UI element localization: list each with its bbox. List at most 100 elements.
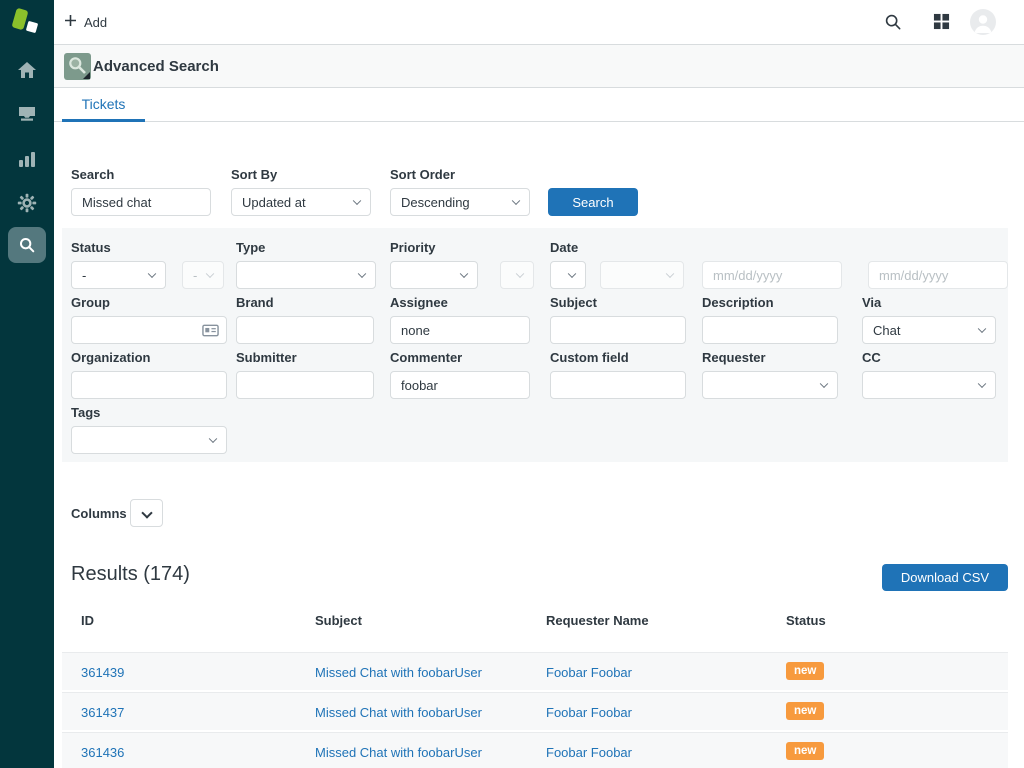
chevron-down-icon <box>208 434 218 444</box>
apps-grid-button[interactable] <box>931 13 951 33</box>
tags-select[interactable] <box>71 426 227 454</box>
sort-by-value: Updated at <box>242 194 306 210</box>
sidebar-item-search[interactable] <box>8 227 46 263</box>
column-header-subject: Subject <box>315 613 362 628</box>
via-select[interactable]: Chat <box>862 316 996 344</box>
via-value: Chat <box>873 322 901 338</box>
results-heading: Results (174) <box>71 563 190 585</box>
organization-label: Organization <box>71 350 151 365</box>
add-button[interactable]: Add <box>64 0 107 44</box>
subject-input[interactable] <box>550 316 686 344</box>
cc-select[interactable] <box>862 371 996 399</box>
chevron-down-icon <box>665 269 675 279</box>
requester-label: Requester <box>702 350 766 365</box>
priority-secondary-select <box>500 261 534 289</box>
status-select[interactable]: - <box>71 261 166 289</box>
grid-icon <box>933 13 950 33</box>
priority-select[interactable] <box>390 261 478 289</box>
chevron-down-icon <box>459 269 469 279</box>
status-secondary-value: - <box>193 267 198 283</box>
search-icon <box>884 14 902 34</box>
sort-by-label: Sort By <box>231 167 278 182</box>
page-header: Advanced Search <box>54 45 1024 88</box>
sidebar-item-home[interactable] <box>0 56 54 84</box>
columns-label: Columns <box>71 506 127 521</box>
ticket-subject-link[interactable]: Missed Chat with foobarUser <box>315 745 482 760</box>
custom-field-label: Custom field <box>550 350 629 365</box>
sidebar <box>0 0 54 768</box>
brand-input[interactable] <box>236 316 374 344</box>
chevron-down-icon <box>977 324 987 334</box>
sidebar-item-inbox[interactable] <box>0 100 54 128</box>
add-button-label: Add <box>84 14 108 30</box>
submitter-input[interactable] <box>236 371 374 399</box>
type-label: Type <box>236 240 266 255</box>
table-row: 361437 Missed Chat with foobarUser Fooba… <box>62 692 1008 730</box>
submitter-label: Submitter <box>236 350 297 365</box>
plus-icon <box>64 14 77 30</box>
date-operator-select[interactable] <box>550 261 586 289</box>
status-badge: new <box>786 742 825 760</box>
chevron-down-icon <box>141 507 153 519</box>
bar-chart-icon <box>17 149 37 169</box>
column-header-requester: Requester Name <box>546 613 649 628</box>
group-input[interactable] <box>71 316 227 344</box>
requester-name-link[interactable]: Foobar Foobar <box>546 705 632 720</box>
sort-order-label: Sort Order <box>390 167 456 182</box>
ticket-id-link[interactable]: 361437 <box>81 705 125 720</box>
columns-dropdown-button[interactable] <box>130 499 163 527</box>
chevron-down-icon <box>977 379 987 389</box>
sort-order-value: Descending <box>401 194 470 210</box>
page-title: Advanced Search <box>93 58 219 75</box>
search-input[interactable] <box>71 188 211 216</box>
date-from-input <box>702 261 842 289</box>
filter-panel: Status - - Type Priority Date <box>62 228 1008 462</box>
sidebar-item-reports[interactable] <box>0 145 54 173</box>
ticket-id-link[interactable]: 361436 <box>81 745 125 760</box>
ticket-subject-link[interactable]: Missed Chat with foobarUser <box>315 665 482 680</box>
results-table: ID Subject Requester Name Status 361439 … <box>62 600 1008 768</box>
global-search-button[interactable] <box>883 13 903 33</box>
date-to-input <box>868 261 1008 289</box>
search-label: Search <box>71 167 115 182</box>
advanced-search-app-icon <box>64 53 91 80</box>
requester-name-link[interactable]: Foobar Foobar <box>546 665 632 680</box>
requester-select[interactable] <box>702 371 838 399</box>
brand-label: Brand <box>236 295 274 310</box>
chevron-down-icon <box>511 196 521 206</box>
table-header-row: ID Subject Requester Name Status <box>62 600 1008 652</box>
status-label: Status <box>71 240 111 255</box>
commenter-input[interactable] <box>390 371 530 399</box>
sort-order-select[interactable]: Descending <box>390 188 530 216</box>
ticket-id-link[interactable]: 361439 <box>81 665 125 680</box>
ticket-subject-link[interactable]: Missed Chat with foobarUser <box>315 705 482 720</box>
requester-name-link[interactable]: Foobar Foobar <box>546 745 632 760</box>
tab-tickets[interactable]: Tickets <box>62 89 145 122</box>
subject-label: Subject <box>550 295 597 310</box>
description-input[interactable] <box>702 316 838 344</box>
type-select[interactable] <box>236 261 376 289</box>
table-row: 361439 Missed Chat with foobarUser Fooba… <box>62 652 1008 690</box>
assignee-input[interactable] <box>390 316 530 344</box>
organization-input[interactable] <box>71 371 227 399</box>
chevron-down-icon <box>147 269 157 279</box>
search-submit-button[interactable]: Search <box>548 188 638 216</box>
chevron-down-icon <box>352 196 362 206</box>
assignee-label: Assignee <box>390 295 448 310</box>
sidebar-item-settings[interactable] <box>0 189 54 217</box>
tags-label: Tags <box>71 405 101 420</box>
date-label: Date <box>550 240 579 255</box>
sort-by-select[interactable]: Updated at <box>231 188 371 216</box>
group-label: Group <box>71 295 110 310</box>
home-icon <box>17 60 37 80</box>
download-csv-button[interactable]: Download CSV <box>882 564 1008 591</box>
contact-card-icon <box>202 324 219 342</box>
custom-field-input[interactable] <box>550 371 686 399</box>
cc-label: CC <box>862 350 881 365</box>
table-row: 361436 Missed Chat with foobarUser Fooba… <box>62 732 1008 768</box>
product-logo-icon[interactable] <box>11 7 42 37</box>
top-bar: Add <box>54 0 1024 45</box>
user-avatar-button[interactable] <box>970 9 996 35</box>
search-icon <box>18 236 36 254</box>
